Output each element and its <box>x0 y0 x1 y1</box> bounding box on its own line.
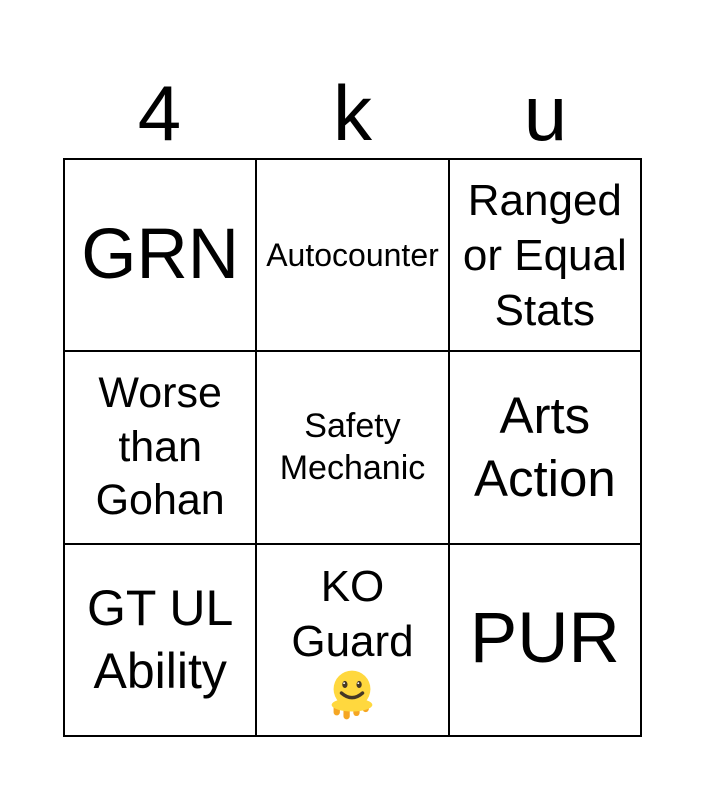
cell-text-line: Autocounter <box>266 237 439 274</box>
card-title-letter: k <box>333 69 372 157</box>
bingo-cell[interactable]: PUR <box>449 544 640 735</box>
cell-text-line: PUR <box>469 599 620 679</box>
bingo-cell[interactable]: GRN <box>65 160 256 351</box>
cell-text-line: GT UL <box>86 580 234 637</box>
cell-text-line: Safety <box>304 406 401 445</box>
cell-text-line: Action <box>473 450 616 508</box>
cell-text-line: than <box>118 422 203 471</box>
cell-text-line: Mechanic <box>279 449 426 488</box>
cell-text-line: Worse <box>98 368 222 417</box>
card-title-letter: u <box>523 69 568 157</box>
bingo-cell[interactable]: Safety Mechanic <box>257 352 448 543</box>
cell-text-line: Ability <box>93 642 227 699</box>
cell-text-line: Stats <box>494 285 595 335</box>
bingo-cell[interactable]: Arts Action <box>449 352 640 543</box>
bingo-cell[interactable]: Ranged or Equal Stats <box>449 160 640 351</box>
bingo-cell[interactable]: KO Guard <box>257 544 448 735</box>
card-title-letter: 4 <box>137 69 182 157</box>
cell-text-line: Guard <box>291 617 414 667</box>
cell-text-line: Arts <box>499 386 591 444</box>
cell-text-line: Gohan <box>95 476 225 525</box>
bingo-grid: GRN Autocounter Ranged or Equal Stats Worse th… <box>63 158 642 737</box>
bingo-cell[interactable]: Worse than Gohan <box>65 352 256 543</box>
bingo-cell[interactable]: GT UL Ability <box>65 544 256 735</box>
cell-text-line: or Equal <box>462 230 627 280</box>
card-title: 4 k u <box>63 72 642 154</box>
melting-face-emoji <box>332 670 373 720</box>
cell-text-line: GRN <box>81 214 240 294</box>
cell-text-line: KO <box>320 562 385 612</box>
bingo-cell[interactable]: Autocounter <box>257 160 448 351</box>
cell-text-line: Ranged <box>467 175 622 225</box>
cell-emoji-line <box>327 670 377 720</box>
